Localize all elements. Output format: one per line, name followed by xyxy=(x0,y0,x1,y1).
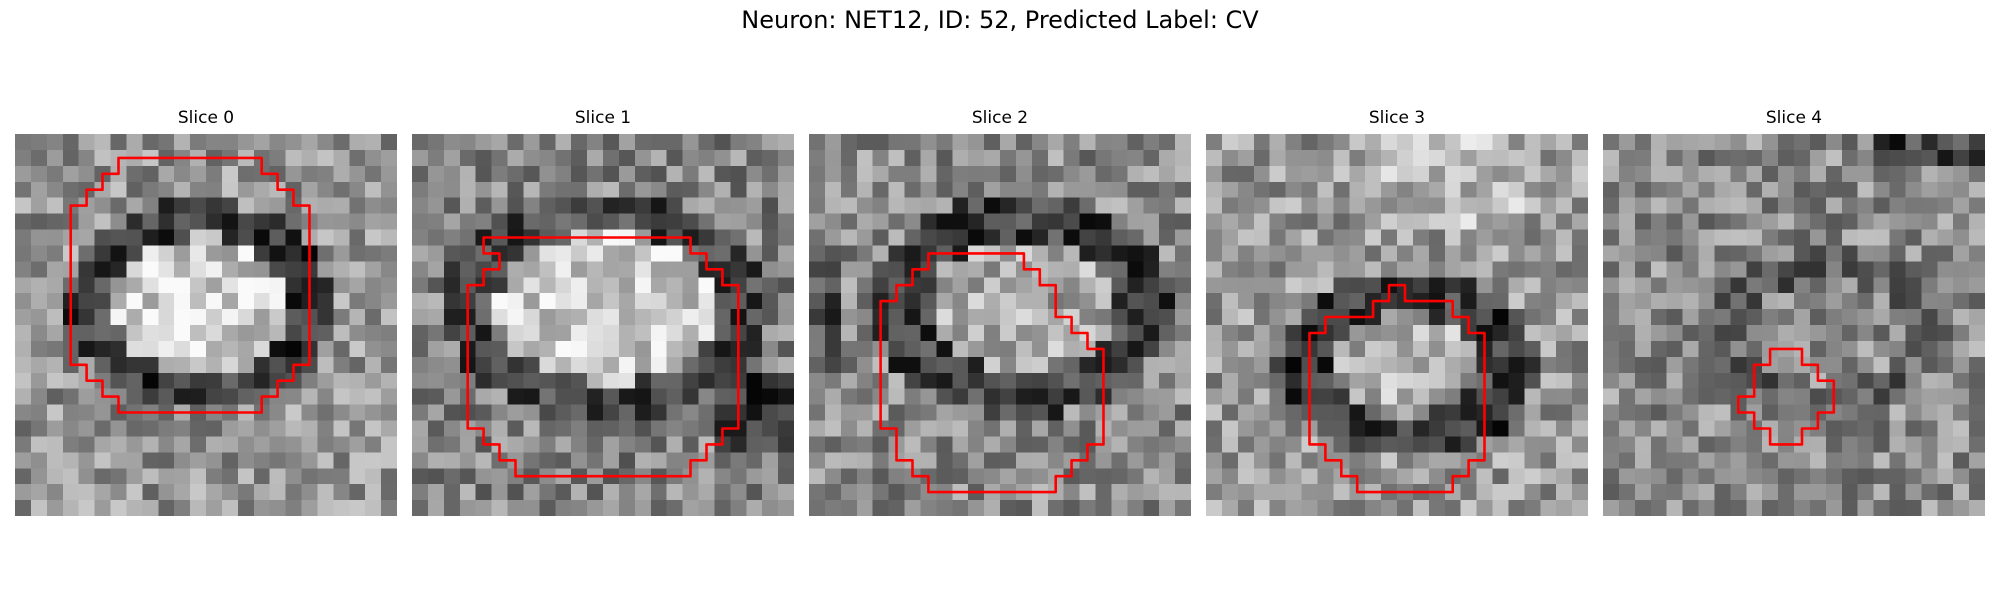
pixel-grid xyxy=(809,134,1191,516)
slice-image-2 xyxy=(809,134,1191,516)
mask-contour xyxy=(69,156,311,414)
slice-title-4: Slice 4 xyxy=(1765,108,1823,128)
mask-contour xyxy=(1737,347,1836,446)
slice-title-0: Slice 0 xyxy=(177,108,235,128)
slice-title-1: Slice 1 xyxy=(574,108,632,128)
figure-title: Neuron: NET12, ID: 52, Predicted Label: … xyxy=(741,6,1259,34)
slice-image-4 xyxy=(1603,134,1985,516)
slice-title-2: Slice 2 xyxy=(971,108,1029,128)
slice-title-3: Slice 3 xyxy=(1368,108,1426,128)
mask-contour xyxy=(879,252,1105,494)
slice-image-3 xyxy=(1206,134,1588,516)
slice-image-1 xyxy=(412,134,794,516)
mask-contour xyxy=(1308,283,1486,494)
pixel-grid xyxy=(412,134,794,516)
pixel-grid xyxy=(1206,134,1588,516)
pixel-grid xyxy=(1603,134,1985,516)
pixel-grid xyxy=(15,134,397,516)
slice-image-0 xyxy=(15,134,397,516)
mask-contour xyxy=(466,236,740,478)
